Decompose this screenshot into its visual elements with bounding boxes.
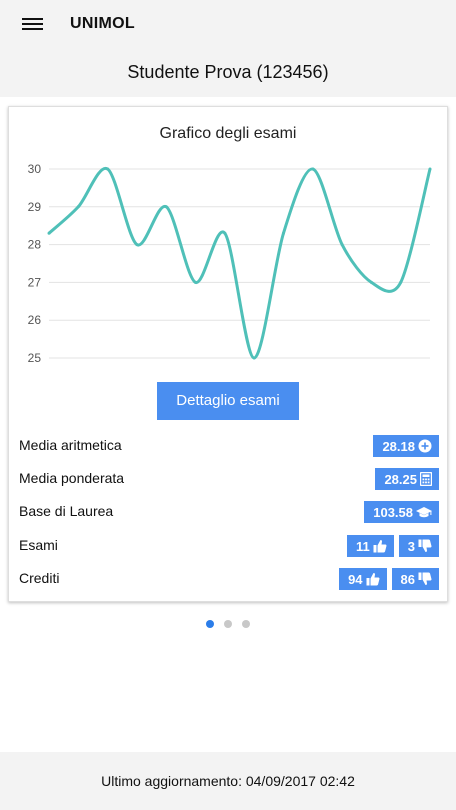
data-point	[135, 243, 139, 247]
stat-badges: 28.25	[375, 468, 439, 490]
thumbs-down-icon	[418, 572, 432, 586]
thumbs-up-icon	[366, 572, 380, 586]
stat-badge[interactable]: 28.25	[375, 468, 439, 490]
y-tick-label: 27	[28, 275, 42, 289]
thumbs-down-icon	[418, 539, 432, 553]
stat-badge[interactable]: 3	[398, 535, 439, 557]
data-point	[311, 167, 315, 171]
data-point	[164, 205, 168, 209]
page-dot[interactable]	[224, 620, 232, 628]
stat-row: Base di Laurea 103.58	[19, 501, 439, 525]
stat-value: 103.58	[373, 504, 413, 520]
stat-value: 28.18	[382, 438, 415, 454]
stat-label: Media aritmetica	[19, 437, 122, 453]
calculator-icon	[420, 472, 432, 486]
stat-row: Crediti 94 86	[19, 568, 439, 592]
stat-value: 11	[356, 538, 370, 554]
top-bar: UNIMOL Studente Prova (123456)	[0, 0, 456, 97]
stat-value: 28.25	[384, 471, 417, 487]
app-title: UNIMOL	[70, 15, 135, 32]
data-point	[76, 205, 80, 209]
last-update-footer: Ultimo aggiornamento: 04/09/2017 02:42	[0, 752, 456, 810]
thumbs-up-icon	[373, 539, 387, 553]
data-point	[252, 356, 256, 360]
y-tick-label: 30	[28, 162, 42, 176]
stat-row: Media aritmetica 28.18	[19, 435, 439, 459]
y-tick-label: 28	[28, 238, 42, 252]
data-point	[223, 231, 227, 235]
stat-label: Esami	[19, 537, 58, 553]
page-dot[interactable]	[206, 620, 214, 628]
data-point	[340, 243, 344, 247]
stat-value: 86	[400, 571, 415, 587]
stat-badge[interactable]: 94	[339, 568, 387, 590]
page-indicator	[0, 620, 456, 628]
data-point	[194, 280, 198, 284]
stat-label: Media ponderata	[19, 470, 125, 486]
series-line	[47, 167, 432, 360]
page-dot[interactable]	[242, 620, 250, 628]
student-name: Studente Prova (123456)	[127, 62, 329, 82]
hamburger-menu-icon[interactable]	[22, 16, 46, 34]
stat-row: Media ponderata 28.25	[19, 468, 439, 492]
stat-label: Base di Laurea	[19, 503, 114, 519]
stat-value: 3	[407, 538, 415, 554]
plus-circle-icon	[418, 439, 432, 453]
exam-chart-card: Grafico degli esami 25 26 27 28 29 30 Dettagl…	[8, 106, 448, 602]
chart-title: Grafico degli esami	[159, 125, 297, 142]
stat-label: Crediti	[19, 570, 60, 586]
stat-value: 94	[348, 571, 363, 587]
stat-badges: 103.58	[364, 501, 439, 523]
data-point	[106, 167, 110, 171]
stat-badge[interactable]: 28.18	[373, 435, 439, 457]
y-tick-label: 26	[28, 313, 42, 327]
stat-badges: 28.18	[373, 435, 439, 457]
exam-detail-button[interactable]: Dettaglio esami	[157, 382, 299, 420]
data-point	[369, 280, 373, 284]
graduation-cap-icon	[416, 506, 432, 519]
stat-row: Esami 11 3	[19, 535, 439, 559]
data-point	[399, 280, 403, 284]
stat-badges: 11 3	[347, 535, 439, 557]
y-tick-label: 25	[28, 351, 42, 365]
exam-grades-chart: 25 26 27 28 29 30	[28, 162, 432, 365]
data-point	[428, 167, 432, 171]
stat-badge[interactable]: 11	[347, 535, 394, 557]
stat-badge[interactable]: 86	[391, 568, 439, 590]
data-point	[281, 231, 285, 235]
stat-badge[interactable]: 103.58	[364, 501, 439, 523]
data-point	[47, 231, 51, 235]
y-tick-label: 29	[28, 200, 42, 214]
stat-badges: 94 86	[339, 568, 439, 590]
